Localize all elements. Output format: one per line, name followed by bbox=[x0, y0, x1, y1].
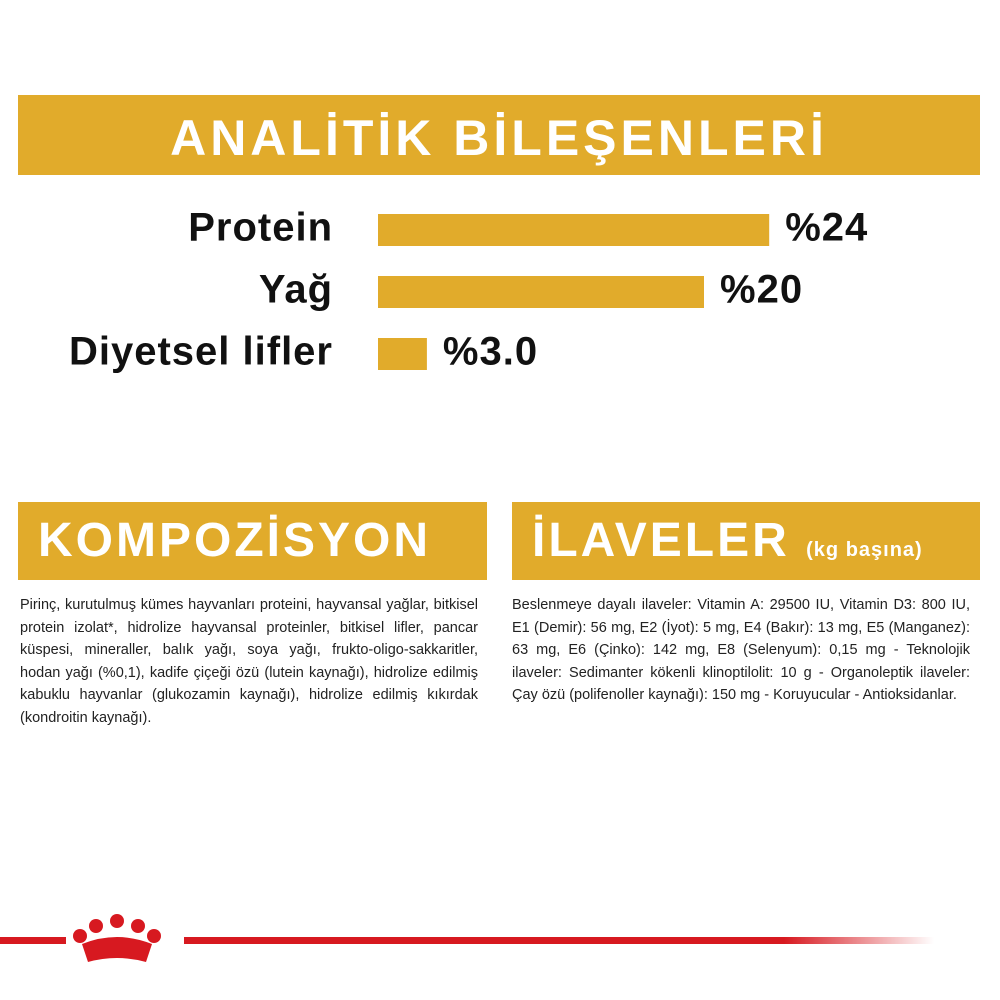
additives-subtitle: (kg başına) bbox=[806, 539, 923, 561]
bar bbox=[378, 276, 704, 308]
additives-title: İLAVELER bbox=[532, 514, 790, 567]
crown bbox=[73, 914, 161, 962]
category-label: Protein bbox=[188, 206, 333, 250]
footer-logo bbox=[0, 914, 934, 962]
chart: ANALİTİK BİLEŞENLERİ Protein %24 Yağ %20 Diy… bbox=[18, 95, 980, 374]
value-label: %24 bbox=[785, 206, 868, 250]
red-line bbox=[0, 937, 66, 944]
chart-title: ANALİTİK BİLEŞENLERİ bbox=[170, 110, 828, 166]
composition-band: KOMPOZİSYON bbox=[18, 502, 487, 580]
composition-text: Pirinç, kurutulmuş kümes hayvanları prot… bbox=[20, 597, 478, 726]
value-label: %20 bbox=[720, 268, 803, 312]
additives-band: İLAVELER (kg başına) bbox=[512, 502, 980, 580]
category-label: Yağ bbox=[259, 268, 333, 312]
title-band bbox=[18, 95, 980, 175]
value-label: %3.0 bbox=[443, 330, 538, 374]
red-line bbox=[184, 937, 934, 944]
bar bbox=[378, 214, 770, 246]
category-label: Diyetsel lifler bbox=[69, 330, 333, 374]
additives-heading: İLAVELER (kg başına) bbox=[512, 502, 980, 589]
additives-text: Beslenmeye dayalı ilaveler: Vitamin A: 2… bbox=[512, 597, 970, 704]
bar bbox=[378, 338, 427, 370]
composition-title: KOMPOZİSYON bbox=[38, 514, 432, 567]
